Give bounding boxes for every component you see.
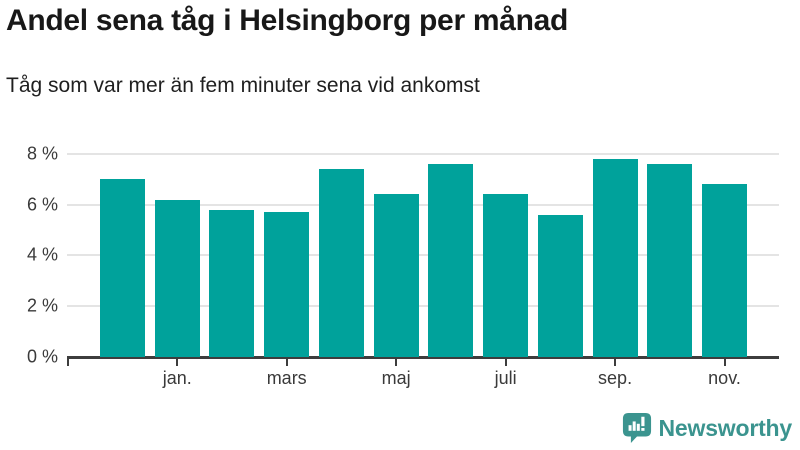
x-axis-line	[67, 356, 779, 359]
y-tick-label-4: 4 %	[26, 244, 58, 265]
gridline-8	[67, 152, 779, 155]
x-tick-jan.	[176, 358, 179, 366]
bar-nov.	[702, 184, 748, 357]
y-tick-label-0: 0 %	[26, 346, 58, 367]
bar-juni	[428, 163, 474, 357]
x-tick-mars	[285, 358, 288, 366]
plot-area: jan. mars maj juli sep. nov.	[67, 147, 779, 388]
bar-mars	[264, 212, 310, 357]
gridline-4	[67, 254, 779, 257]
x-tick-label-mars: mars	[266, 368, 307, 388]
newsworthy-branding: Newsworthy	[622, 410, 792, 446]
x-tick-maj	[395, 358, 398, 366]
bar-aug.	[537, 214, 583, 357]
x-tick-juli	[504, 358, 507, 366]
newsworthy-logo-icon	[622, 413, 651, 443]
x-tick-label-juli: juli	[494, 368, 517, 388]
y-axis: 0 % 2 % 4 % 6 % 8 %	[0, 143, 58, 366]
x-tick-nov.	[723, 358, 726, 366]
bar-jan.	[154, 199, 200, 357]
logo-exclamation-stem	[640, 416, 645, 427]
chart-title: Andel sena tåg i Helsingborg per månad	[6, 4, 569, 37]
logo-bar-2	[632, 421, 636, 431]
newsworthy-logo-text: Newsworthy	[658, 414, 793, 441]
logo-exclamation-dot	[640, 428, 645, 431]
bar-juli	[483, 194, 529, 357]
bar-maj	[373, 194, 419, 357]
x-tick-label-nov.: nov.	[708, 368, 741, 388]
y-tick-label-2: 2 %	[26, 295, 58, 316]
y-tick-label-8: 8 %	[26, 143, 58, 164]
x-tick-label-jan.: jan.	[162, 368, 192, 388]
x-tick-label-sep.: sep.	[598, 368, 633, 388]
bar-feb.	[209, 209, 255, 357]
bar-dec.	[100, 179, 145, 357]
y-tick-label-6: 6 %	[26, 194, 58, 215]
bar-sep.	[592, 158, 638, 357]
gridline-6	[67, 203, 779, 206]
logo-bar-3	[636, 423, 640, 431]
logo-bar-1	[628, 425, 632, 431]
chart-subtitle: Tåg som var mer än fem minuter sena vid …	[6, 74, 480, 97]
bar-apr.	[318, 169, 364, 357]
x-axis-start-tick	[67, 358, 69, 366]
x-tick-label-maj: maj	[381, 368, 411, 388]
bar-okt.	[647, 163, 693, 357]
gridline-2	[67, 305, 779, 308]
x-tick-sep.	[614, 358, 617, 366]
